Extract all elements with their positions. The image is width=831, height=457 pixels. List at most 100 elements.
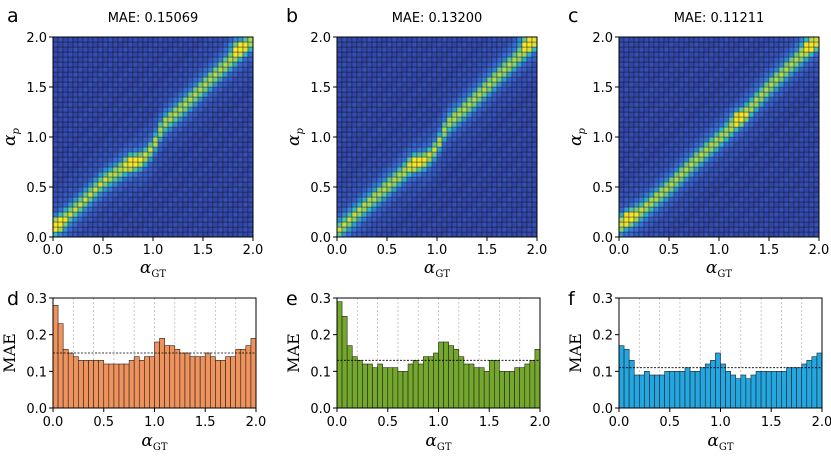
heatmap-cell — [92, 51, 99, 58]
heatmap-cell — [396, 136, 403, 143]
heatmap-cell — [401, 61, 408, 68]
heatmap-cell — [688, 216, 695, 223]
heatmap-cell — [386, 106, 393, 113]
heatmap-cell — [743, 231, 750, 238]
heatmap-cell — [698, 166, 705, 173]
heatmap-cell — [788, 206, 795, 213]
heatmap-cell — [451, 156, 458, 163]
heatmap-cell — [441, 76, 448, 83]
heatmap-cell — [466, 106, 473, 113]
heatmap-cell — [182, 61, 189, 68]
heatmap-cell — [122, 201, 129, 208]
heatmap-cell — [82, 86, 89, 93]
heatmap-cell — [67, 36, 74, 43]
heatmap-cell — [102, 166, 109, 173]
heatmap-cell — [127, 81, 134, 88]
heatmap-cell — [713, 61, 720, 68]
heatmap-cell — [623, 126, 630, 133]
heatmap-cell — [406, 146, 413, 153]
heatmap-cell — [708, 61, 715, 68]
heatmap-cell — [511, 91, 518, 98]
heatmap-cell — [501, 176, 508, 183]
heatmap-cell — [147, 196, 154, 203]
heatmap-cell — [663, 61, 670, 68]
heatmap-cell — [723, 101, 730, 108]
heatmap-cell — [406, 76, 413, 83]
heatmap-cell — [52, 216, 59, 223]
heatmap-cell — [192, 176, 199, 183]
heatmap-cell — [813, 36, 820, 43]
heatmap-cell — [406, 116, 413, 123]
heatmap-cell — [351, 136, 358, 143]
heatmap-cell — [391, 126, 398, 133]
heatmap-cell — [386, 116, 393, 123]
heatmap-cell — [346, 146, 353, 153]
heatmap-cell — [788, 61, 795, 68]
heatmap-cell — [778, 101, 785, 108]
heatmap-cell — [808, 176, 815, 183]
heatmap-cell — [481, 196, 488, 203]
heatmap-cell — [658, 101, 665, 108]
heatmap-cell — [117, 136, 124, 143]
heatmap-cell — [192, 166, 199, 173]
heatmap-cell — [768, 166, 775, 173]
heatmap-cell — [97, 121, 104, 128]
heatmap-cell — [396, 96, 403, 103]
heatmap-cell — [506, 196, 513, 203]
heatmap-cell — [673, 51, 680, 58]
heatmap-cell — [481, 81, 488, 88]
heatmap-cell — [456, 121, 463, 128]
heatmap-cell — [768, 76, 775, 83]
heatmap-cell — [232, 96, 239, 103]
heatmap-cell — [648, 81, 655, 88]
heatmap-cell — [638, 221, 645, 228]
heatmap-cell — [187, 101, 194, 108]
heatmap-cell — [346, 106, 353, 113]
heatmap-cell — [416, 191, 423, 198]
heatmap-cell — [77, 206, 84, 213]
heatmap-cell — [451, 216, 458, 223]
heatmap-cell — [638, 176, 645, 183]
heatmap-cell — [733, 61, 740, 68]
heatmap-cell — [391, 151, 398, 158]
heatmap-cell — [471, 41, 478, 48]
heatmap-cell — [92, 91, 99, 98]
heatmap-cell — [426, 101, 433, 108]
heatmap-cell — [192, 56, 199, 63]
heatmap-cell — [758, 141, 765, 148]
heatmap-cell — [406, 211, 413, 218]
heatmap-cell — [351, 231, 358, 238]
heatmap-cell — [768, 96, 775, 103]
heatmap-cell — [698, 101, 705, 108]
heatmap-cell — [623, 56, 630, 63]
heatmap-cell — [446, 221, 453, 228]
heatmap-cell — [723, 76, 730, 83]
heatmap-cell — [743, 201, 750, 208]
heatmap-cell — [376, 111, 383, 118]
heatmap-cell — [406, 181, 413, 188]
bar — [443, 341, 449, 409]
heatmap-cell — [793, 221, 800, 228]
heatmap-cell — [688, 206, 695, 213]
heatmap-cell — [461, 156, 468, 163]
heatmap-cell — [643, 206, 650, 213]
heatmap-cell — [496, 111, 503, 118]
heatmap-cell — [693, 66, 700, 73]
heatmap-cell — [456, 191, 463, 198]
heatmap-cell — [768, 86, 775, 93]
heatmap-cell — [102, 51, 109, 58]
heatmap-cell — [371, 196, 378, 203]
heatmap-cell — [197, 166, 204, 173]
heatmap-cell — [663, 41, 670, 48]
heatmap-cell — [486, 156, 493, 163]
heatmap-cell — [247, 161, 254, 168]
heatmap-cell — [242, 36, 249, 43]
heatmap-cell — [793, 211, 800, 218]
heatmap-cell — [232, 231, 239, 238]
heatmap-cell — [753, 141, 760, 148]
heatmap-cell — [708, 101, 715, 108]
heatmap-cell — [137, 231, 144, 238]
heatmap-cell — [723, 66, 730, 73]
heatmap-cell — [526, 206, 533, 213]
